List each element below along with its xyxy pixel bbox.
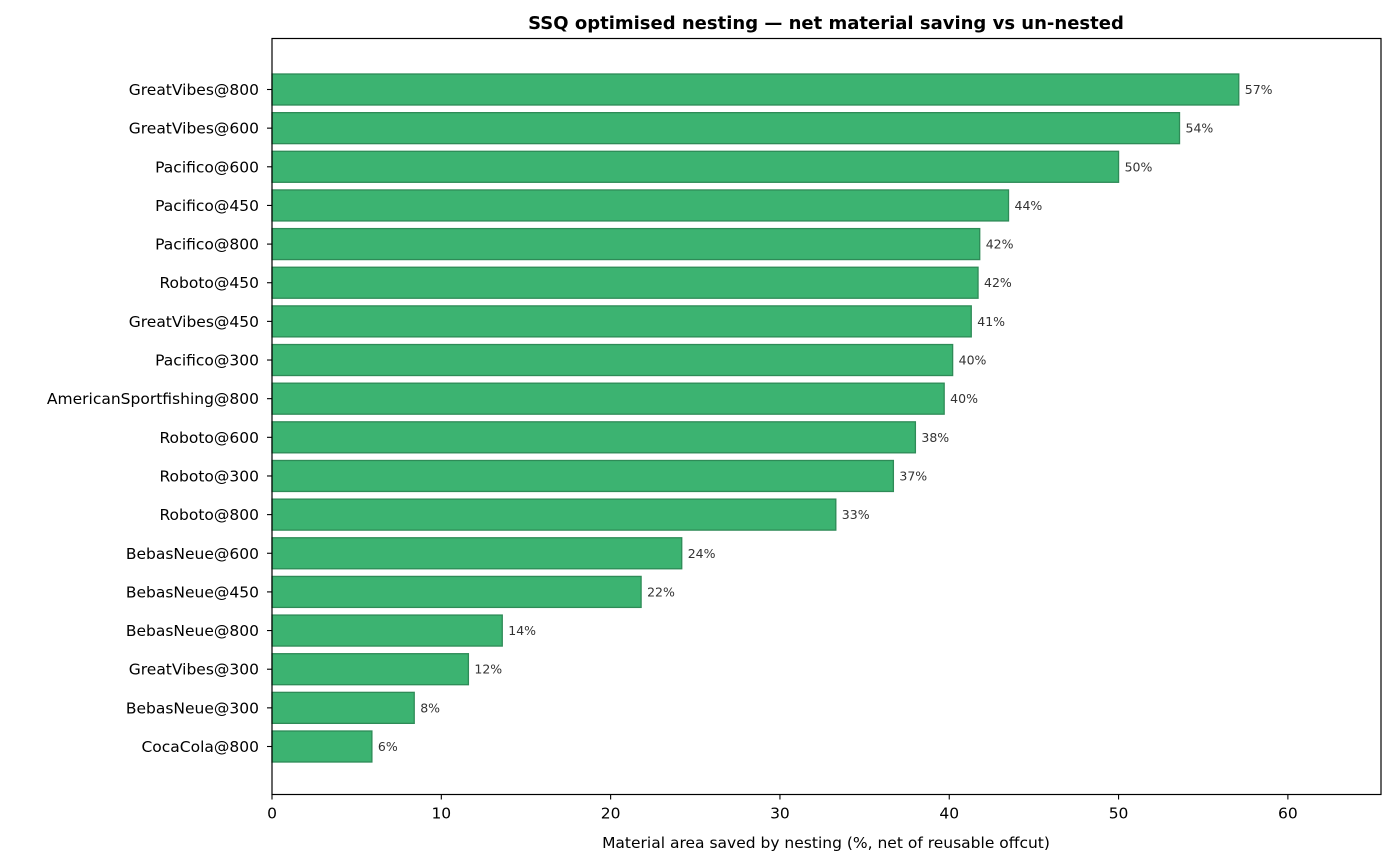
y-tick-label: AmericanSportfishing@800 xyxy=(47,390,259,408)
bar-value-label: 57% xyxy=(1245,82,1273,97)
bar-value-label: 33% xyxy=(842,507,870,522)
y-tick-label: BebasNeue@450 xyxy=(126,583,259,601)
x-tick-label: 60 xyxy=(1278,805,1298,823)
bar-value-label: 37% xyxy=(899,468,927,483)
bar xyxy=(271,343,954,377)
bar-value-label: 41% xyxy=(977,314,1005,329)
bar-value-label: 12% xyxy=(474,662,502,677)
y-tick-label: Roboto@600 xyxy=(159,429,259,447)
bar xyxy=(271,421,917,454)
bar xyxy=(271,266,979,299)
x-axis-label: Material area saved by nesting (%, net o… xyxy=(602,834,1050,852)
y-tick-label: Pacifico@450 xyxy=(155,197,259,215)
y-tick-labels: GreatVibes@800 GreatVibes@600 Pacifico@600… xyxy=(47,81,272,756)
bar xyxy=(271,691,415,725)
bar-value-label: 42% xyxy=(986,237,1014,252)
bar-value-label: 6% xyxy=(378,739,398,754)
bar-value-label: 54% xyxy=(1186,121,1214,136)
y-tick-label: Pacifico@600 xyxy=(155,158,259,176)
bar xyxy=(271,189,1010,222)
x-tick-label: 0 xyxy=(267,805,277,823)
x-tick-label: 30 xyxy=(770,805,790,823)
y-tick-label: GreatVibes@450 xyxy=(129,313,259,331)
bar xyxy=(271,575,642,609)
x-tick-label: 10 xyxy=(431,805,451,823)
y-tick-label: Pacifico@300 xyxy=(155,352,259,370)
bar xyxy=(271,498,837,531)
bar-value-label: 14% xyxy=(508,623,536,638)
bar xyxy=(271,537,683,570)
x-ticks: 0 10 20 30 40 50 60 xyxy=(267,794,1298,823)
x-tick-label: 50 xyxy=(1109,805,1129,823)
y-tick-label: GreatVibes@300 xyxy=(129,661,259,679)
y-tick-label: Roboto@800 xyxy=(159,506,259,524)
plot-frame xyxy=(271,37,1382,796)
bar-value-label: 50% xyxy=(1125,159,1153,174)
bar xyxy=(271,227,981,261)
bar xyxy=(271,614,503,647)
y-tick-label: BebasNeue@800 xyxy=(126,622,259,640)
bar-value-label: 8% xyxy=(420,700,440,715)
y-tick-label: CocaCola@800 xyxy=(141,738,259,756)
y-tick-label: BebasNeue@300 xyxy=(126,699,259,717)
y-tick-label: BebasNeue@600 xyxy=(126,545,259,563)
bar xyxy=(271,73,1240,106)
bar-value-label: 40% xyxy=(950,391,978,406)
y-tick-label: GreatVibes@600 xyxy=(129,120,259,138)
y-tick-label: GreatVibes@800 xyxy=(129,81,259,99)
x-tick-label: 20 xyxy=(601,805,621,823)
y-tick-label: Roboto@450 xyxy=(159,274,259,292)
bar-value-label: 44% xyxy=(1015,198,1043,213)
bar xyxy=(271,653,470,686)
y-tick-label: Roboto@300 xyxy=(159,467,259,485)
bar xyxy=(271,730,373,763)
y-tick-label: Pacifico@800 xyxy=(155,236,259,254)
bar xyxy=(271,305,972,338)
chart-title: SSQ optimised nesting — net material sav… xyxy=(528,13,1124,34)
bar xyxy=(271,150,1120,183)
bar xyxy=(271,111,1181,145)
bar-value-label: 42% xyxy=(984,275,1012,290)
x-tick-label: 40 xyxy=(939,805,959,823)
bar-value-label: 22% xyxy=(647,584,675,599)
bar xyxy=(271,382,945,415)
bar-value-label: 38% xyxy=(921,430,949,445)
value-labels: 57% 54% 50% 44% 42% 42% 41% 40% 40% 38% 37% 33% 24% 2… xyxy=(378,82,1273,754)
bar-value-label: 40% xyxy=(959,353,987,368)
bar-value-label: 24% xyxy=(688,546,716,561)
bar xyxy=(271,459,895,493)
bars-group xyxy=(271,73,1240,763)
